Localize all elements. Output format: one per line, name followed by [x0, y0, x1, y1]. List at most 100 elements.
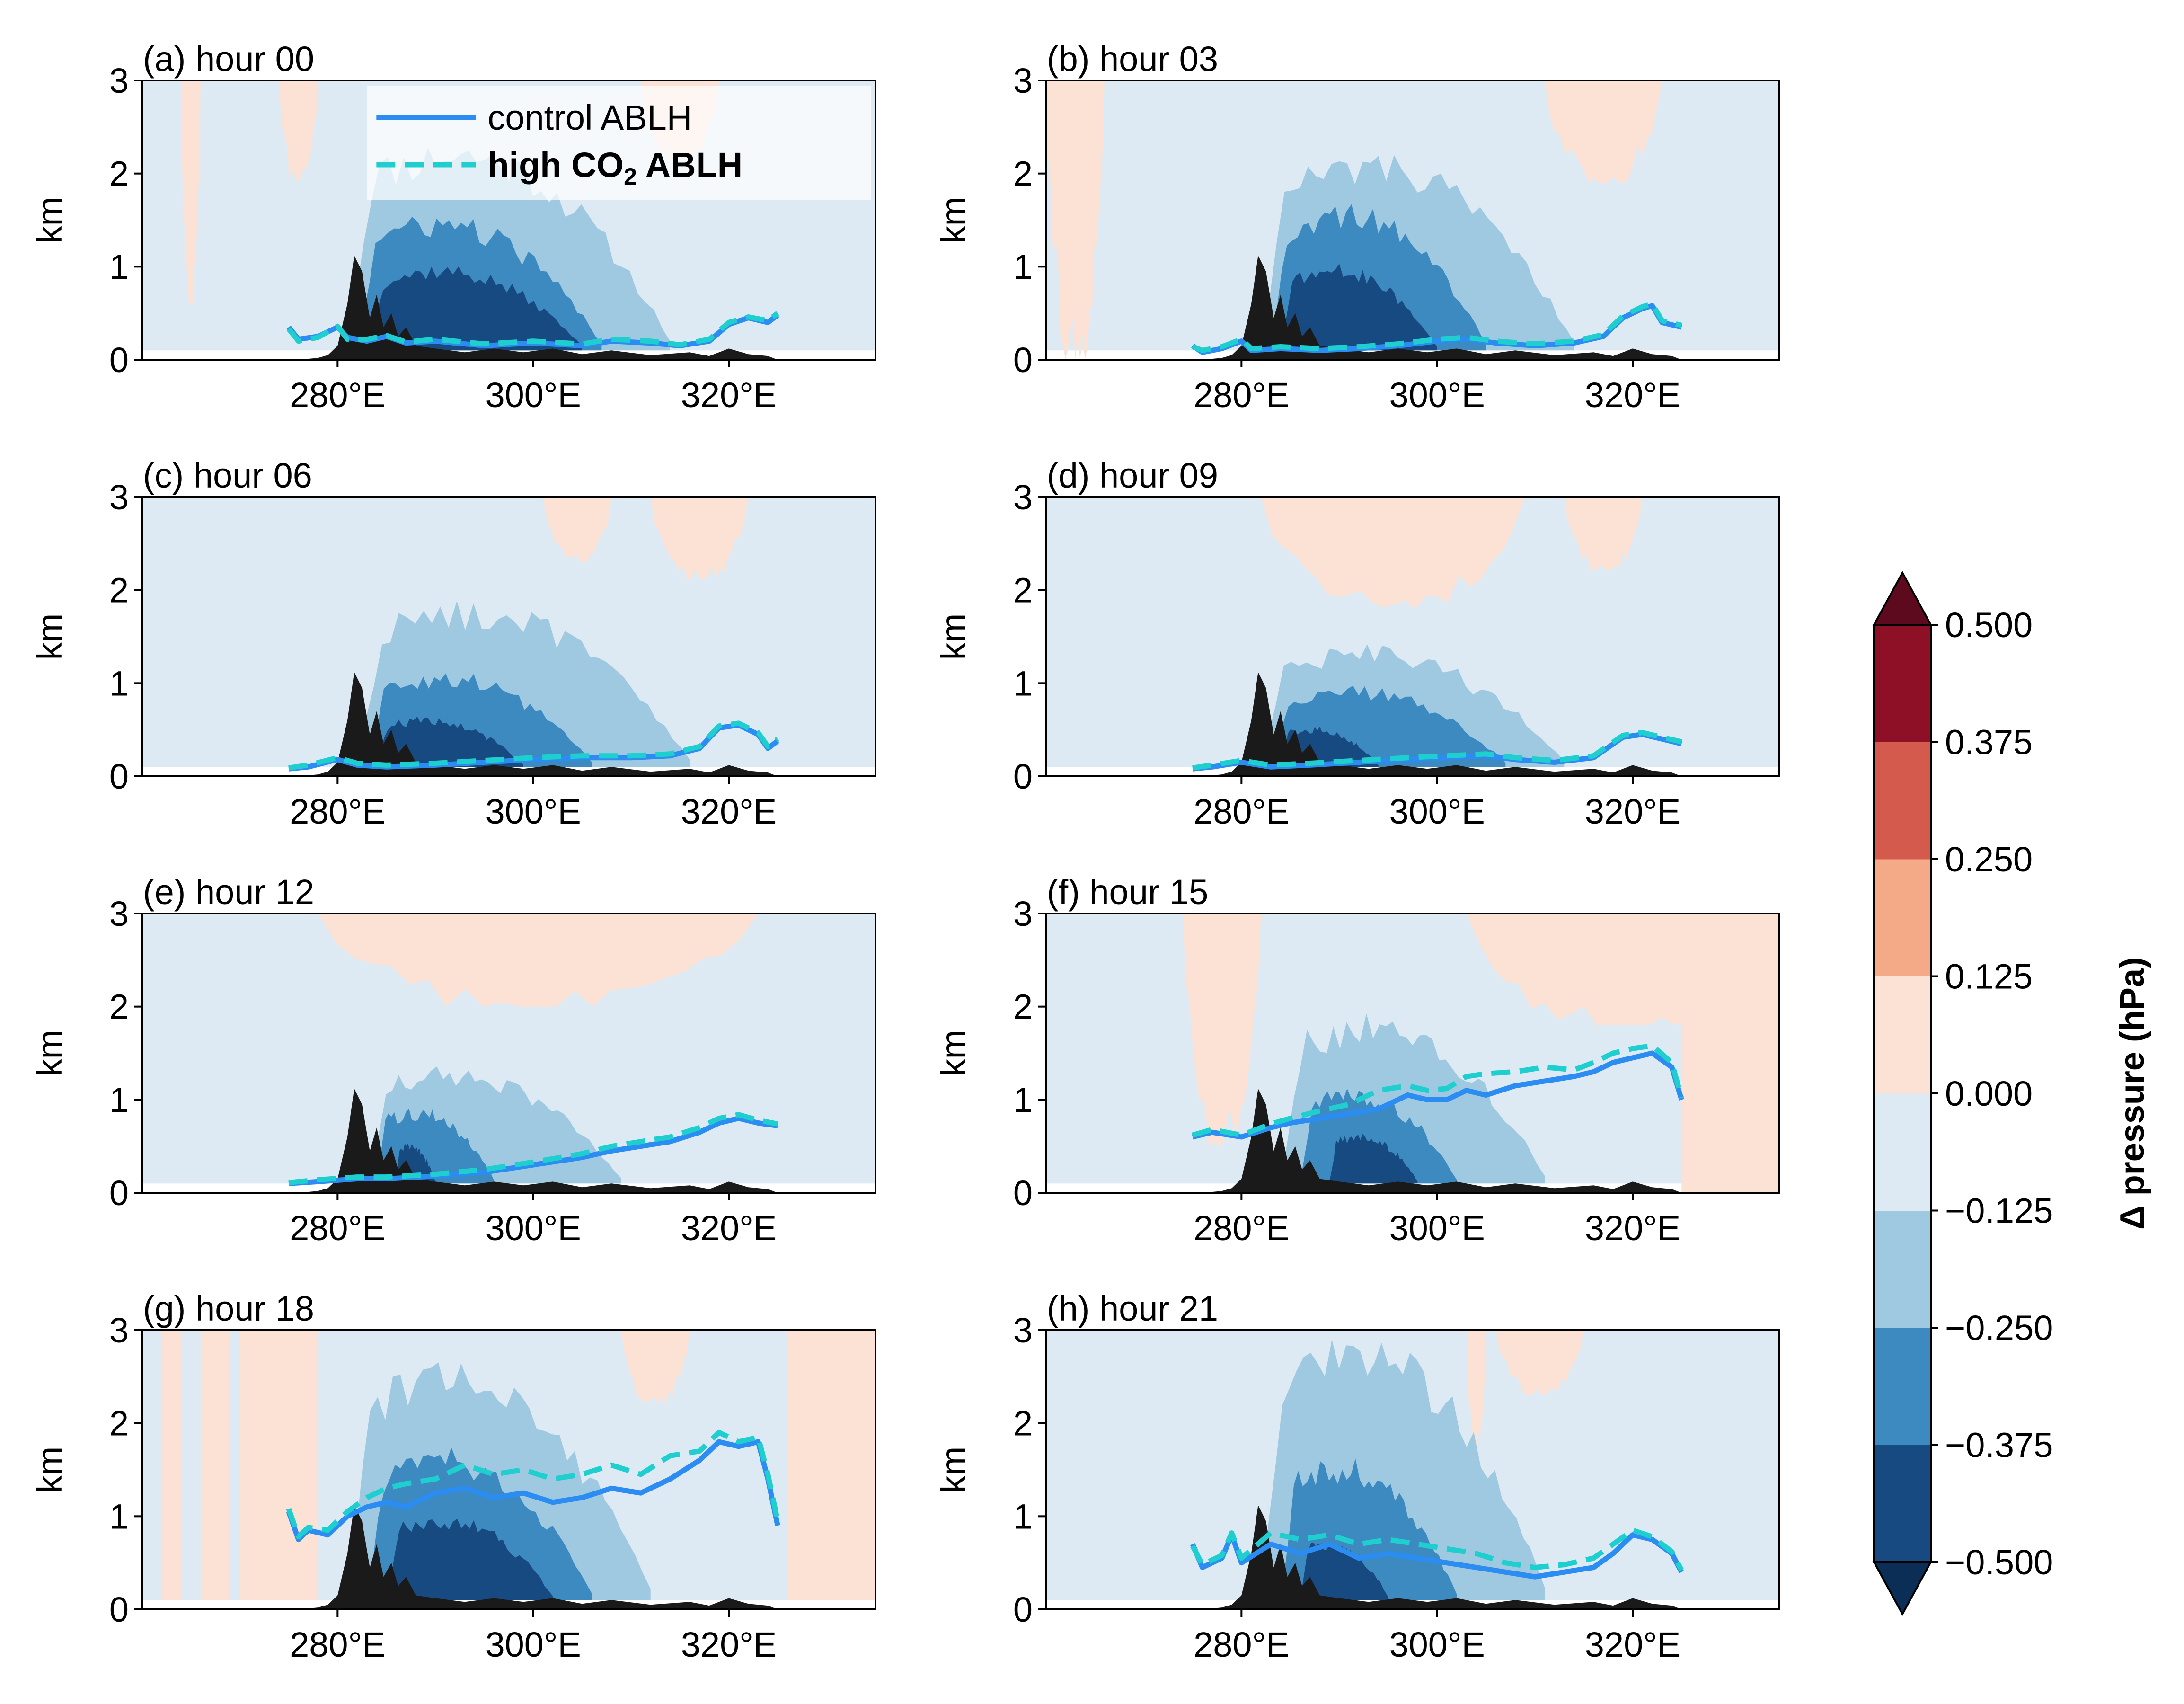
x-tick-label: 320°E: [681, 792, 777, 831]
y-tick-label: 3: [1013, 478, 1033, 517]
x-tick-label: 320°E: [681, 375, 777, 415]
x-tick-label: 320°E: [1585, 792, 1680, 831]
y-axis-label: km: [30, 197, 69, 244]
panel-18: 0 1 2 3 280°E 300°E 320°E km (g) hour 18: [30, 1289, 876, 1664]
terrain-silhouette: [1202, 1088, 1682, 1193]
panel-title: (d) hour 09: [1047, 456, 1218, 495]
x-tick-label: 300°E: [1389, 375, 1485, 415]
contour-positive-region: [239, 1330, 318, 1600]
control-ablh-line: [1190, 1532, 1684, 1580]
colorbar-segment: [1874, 1328, 1931, 1445]
terrain-silhouette: [298, 672, 778, 776]
high-co2-ablh-line: [1192, 730, 1682, 771]
panel-title: (a) hour 00: [143, 39, 314, 79]
y-tick-label: 3: [109, 894, 129, 933]
contour-positive-region: [1466, 1330, 1486, 1451]
colorbar-tick-label: −0.375: [1945, 1426, 2053, 1465]
colorbar-tick-label: 0.250: [1945, 840, 2033, 879]
panel-frame: [141, 913, 876, 1194]
panel-21: 0 1 2 3 280°E 300°E 320°E km (h) hour 21: [934, 1289, 1780, 1664]
contour-negative-level-3: [386, 1518, 553, 1600]
x-tick-label: 300°E: [1389, 1208, 1485, 1248]
high-co2-ablh-line: [288, 720, 779, 771]
contour-positive-region: [161, 1330, 181, 1600]
y-axis-label: km: [934, 197, 973, 244]
legend-label-high-co2-subscript: 2: [624, 163, 637, 190]
x-tick-label: 300°E: [485, 375, 581, 415]
y-tick-label: 3: [109, 61, 129, 100]
panel-plot-area: [1046, 914, 1779, 1193]
contour-positive-region: [1046, 80, 1105, 360]
terrain-silhouette: [298, 1505, 778, 1609]
control-ablh-line: [286, 1439, 780, 1542]
y-tick-label: 2: [1013, 154, 1033, 194]
control-ablh-line: [288, 1116, 778, 1186]
contour-negative-level-3: [1329, 1134, 1418, 1184]
y-tick-label: 2: [109, 154, 129, 194]
panel-frame: [141, 80, 876, 361]
contour-negative-level-3: [1300, 1543, 1388, 1600]
panel-frame: [1045, 496, 1780, 777]
contour-positive-region: [318, 914, 758, 1007]
y-tick-label: 2: [109, 987, 129, 1027]
contour-positive-region: [1183, 914, 1261, 1146]
y-tick-label: 1: [1013, 1497, 1033, 1536]
panel-plot-area: [1046, 80, 1779, 360]
y-tick-label: 3: [1013, 1311, 1033, 1350]
y-tick-label: 0: [1013, 1173, 1033, 1213]
colorbar-segment: [1874, 976, 1931, 1094]
x-tick-label: 280°E: [1194, 1208, 1289, 1248]
terrain-silhouette: [298, 1088, 778, 1193]
x-tick-label: 300°E: [485, 1208, 581, 1248]
y-axis-label: km: [30, 613, 69, 660]
panel-title: (e) hour 12: [143, 872, 314, 912]
y-tick-label: 2: [109, 1404, 129, 1443]
y-tick-label: 1: [1013, 664, 1033, 703]
panel-title: (f) hour 15: [1047, 872, 1208, 912]
y-tick-label: 1: [109, 1080, 129, 1119]
x-tick-label: 320°E: [1585, 1625, 1680, 1664]
legend: control ABLH high CO2 ABLH: [367, 86, 871, 200]
x-tick-label: 320°E: [681, 1625, 777, 1664]
high-co2-ablh-line: [286, 1429, 780, 1540]
contour-positive-region: [1495, 1330, 1584, 1395]
colorbar-tick-label: 0.000: [1945, 1074, 2033, 1113]
y-tick-label: 0: [109, 757, 129, 796]
legend-label-high-co2-tail: ABLH: [637, 145, 743, 185]
x-tick-label: 280°E: [290, 1625, 385, 1664]
high-co2-ablh-line: [1192, 1043, 1684, 1138]
colorbar-segment: [1874, 742, 1931, 860]
colorbar-tick-label: −0.500: [1945, 1543, 2053, 1582]
y-tick-label: 1: [1013, 1080, 1033, 1119]
colorbar-tick-label: 0.375: [1945, 723, 2033, 762]
x-tick-label: 300°E: [485, 1625, 581, 1664]
colorbar-extend-over: [1872, 570, 1933, 626]
panel-6: 0 1 2 3 280°E 300°E 320°E km (c) hour 06: [30, 456, 876, 831]
y-axis-label: km: [934, 613, 973, 660]
x-tick-label: 280°E: [290, 375, 385, 415]
terrain-silhouette: [298, 255, 778, 360]
y-tick-label: 0: [109, 340, 129, 380]
panel-plot-area: [142, 497, 875, 776]
colorbar: −0.500 −0.375 −0.250 −0.125 0.000 0.125 0.250 0…: [1872, 570, 2151, 1616]
x-tick-label: 320°E: [1585, 1208, 1680, 1248]
y-axis-label: km: [30, 1447, 69, 1493]
y-axis-label: km: [934, 1030, 973, 1077]
y-tick-label: 3: [109, 1311, 129, 1350]
colorbar-tick-label: 0.500: [1945, 605, 2033, 645]
colorbar-label: Δ pressure (hPa): [2113, 957, 2151, 1230]
y-tick-label: 1: [109, 1497, 129, 1536]
x-tick-label: 300°E: [1389, 1625, 1485, 1664]
x-tick-label: 280°E: [290, 792, 385, 831]
y-tick-label: 2: [1013, 1404, 1033, 1443]
x-tick-label: 300°E: [1389, 792, 1485, 831]
contour-positive-region: [621, 1330, 690, 1405]
terrain-silhouette: [1202, 1505, 1682, 1609]
y-tick-label: 0: [109, 1173, 129, 1213]
colorbar-segment: [1874, 1093, 1931, 1211]
contour-positive-region: [1261, 497, 1525, 609]
y-tick-label: 2: [109, 571, 129, 610]
colorbar-tick-label: 0.125: [1945, 957, 2033, 996]
legend-background: [367, 86, 871, 200]
